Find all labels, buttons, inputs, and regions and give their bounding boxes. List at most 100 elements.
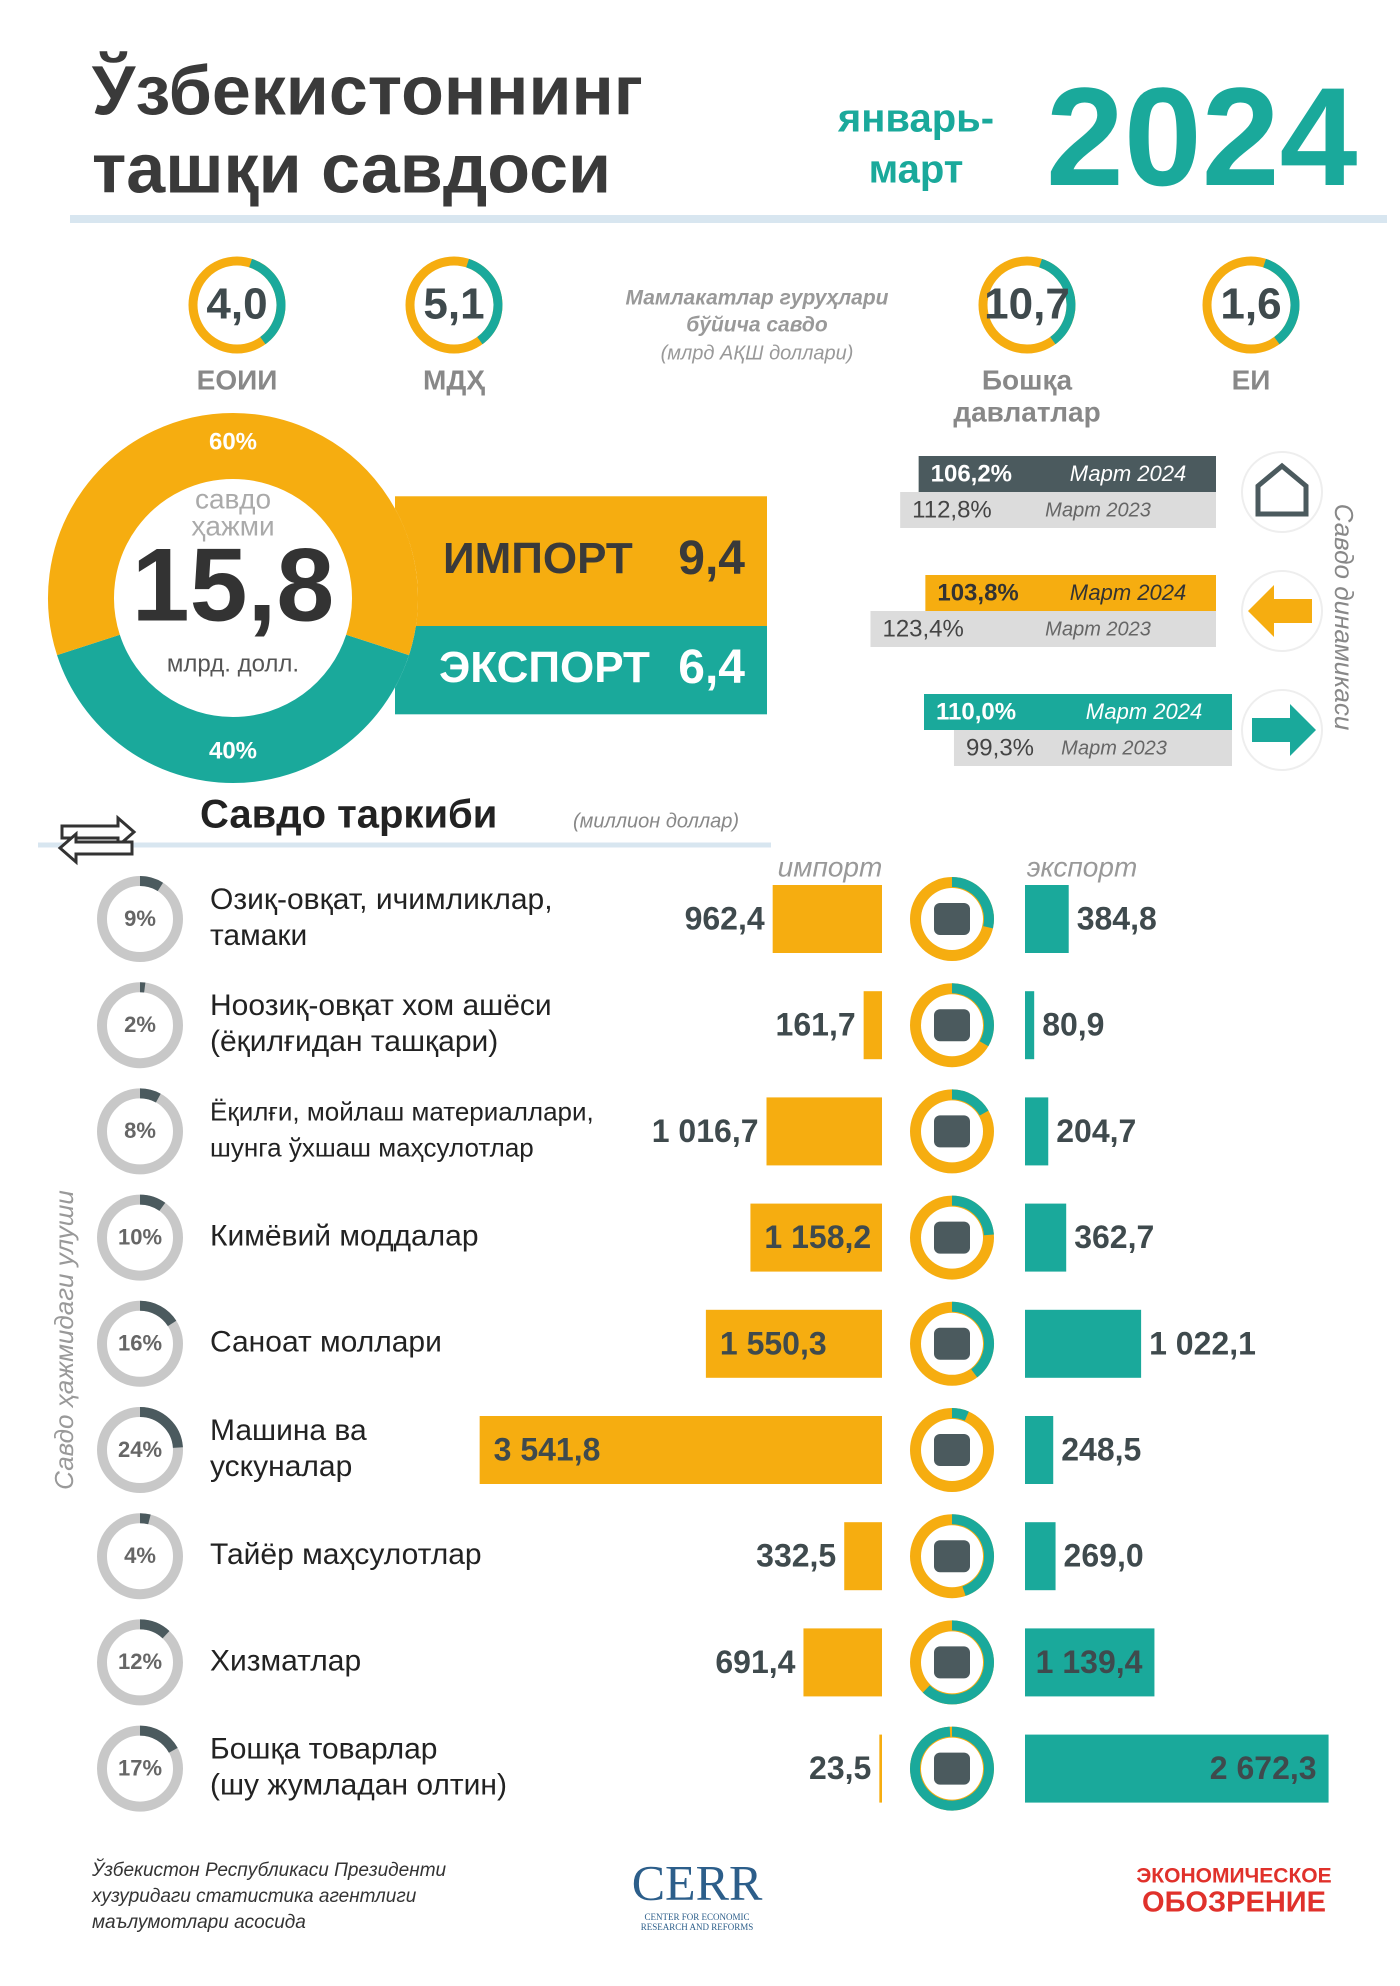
import-name: ИМПОРТ [443, 534, 633, 583]
icon-shape [934, 1222, 970, 1254]
export-bar [1025, 1310, 1141, 1378]
import-value: 3 541,8 [494, 1431, 601, 1467]
category-name: Машина ва [210, 1414, 367, 1447]
groups-title: Мамлакатлар гуруҳлари [625, 287, 888, 310]
icon-arc [952, 1413, 967, 1416]
brand: ОБОЗРЕНИЕ [1142, 1887, 1326, 1919]
share-arc [140, 881, 160, 887]
category-name: Ноозиқ-овқат хом ашёси [210, 989, 552, 1022]
export-bar [1025, 1522, 1056, 1590]
category-name: Хизматлар [210, 1644, 361, 1677]
group-name: давлатлар [953, 396, 1100, 427]
title: ташқи савдоси [92, 129, 611, 207]
category-name: ускуналар [210, 1450, 352, 1483]
export-name: ЭКСПОРТ [439, 643, 650, 692]
dyn-current-label: 103,8% [937, 579, 1018, 606]
share-arc [140, 1624, 166, 1634]
col-import: импорт [778, 851, 883, 882]
dyn-previous-label: 112,8% [912, 496, 992, 523]
icon-shape [934, 1434, 970, 1466]
share-label: 10% [118, 1224, 162, 1249]
share-label: 9% [124, 906, 156, 931]
export-value: 362,7 [1074, 1219, 1154, 1255]
export-value: 204,7 [1056, 1113, 1136, 1149]
icon-shape [934, 1009, 970, 1041]
import-value: 1 158,2 [764, 1219, 871, 1255]
share-label: 17% [118, 1755, 162, 1780]
share-label: 2% [124, 1012, 156, 1037]
import-value: 9,4 [678, 532, 745, 585]
comp-unit: (миллион доллар) [573, 810, 739, 832]
icon-shape [934, 1646, 970, 1678]
group-value: 5,1 [423, 280, 484, 329]
category-name: шунга ўхшаш маҳсулотлар [210, 1132, 534, 1162]
dyn-current-period: Март 2024 [1086, 699, 1202, 724]
groups-title: бўйича савдо [686, 314, 828, 337]
swap-icon [60, 818, 134, 862]
import-bar [864, 991, 882, 1059]
category-name: Кимёвий моддалар [210, 1220, 479, 1253]
dyn-previous-period: Март 2023 [1061, 737, 1167, 759]
category-name: Саноат моллари [210, 1326, 442, 1359]
share-label: 16% [118, 1331, 162, 1356]
group-value: 4,0 [206, 280, 267, 329]
dyn-previous-label: 99,3% [966, 734, 1034, 761]
dyn-title: Савдо динамикаси [1329, 504, 1359, 731]
import-value: 962,4 [685, 900, 765, 936]
export-share: 40% [209, 737, 257, 764]
cerr-logo: CERR [632, 1854, 763, 1910]
share-label: 24% [118, 1437, 162, 1462]
source: Ўзбекистон Республикаси Президенти [91, 1859, 447, 1881]
category-name: (ёқилғидан ташқари) [210, 1025, 498, 1058]
dyn-current-period: Март 2024 [1070, 580, 1186, 605]
group-name: МДҲ [423, 364, 485, 395]
import-value: 1 550,3 [720, 1325, 827, 1361]
share-arc [140, 1731, 173, 1751]
import-value: 23,5 [809, 1750, 871, 1786]
category-name: тамаки [210, 919, 307, 952]
source: хузуридаги статистика агентлиги [91, 1886, 417, 1907]
share-label: 8% [124, 1118, 156, 1143]
export-value: 384,8 [1077, 900, 1157, 936]
cerr-sub: CENTER FOR ECONOMIC [644, 1912, 749, 1922]
export-value: 1 139,4 [1036, 1644, 1143, 1680]
dyn-current-label: 110,0% [936, 698, 1016, 725]
icon-shape [934, 1540, 970, 1572]
period: март [869, 148, 964, 192]
share-label: 12% [118, 1649, 162, 1674]
export-bar [1025, 991, 1034, 1059]
export-value: 1 022,1 [1149, 1325, 1256, 1361]
export-value: 80,9 [1042, 1007, 1104, 1043]
export-bar [1025, 885, 1069, 953]
import-share: 60% [209, 428, 257, 455]
source: маълумотлари асосида [92, 1912, 306, 1933]
export-value: 269,0 [1064, 1538, 1144, 1574]
icon-shape [934, 1753, 970, 1785]
dyn-current-label: 106,2% [931, 460, 1012, 487]
category-name: (шу жумладан олтин) [210, 1769, 507, 1802]
total: 15,8 [132, 527, 334, 643]
category-name: Озиқ-овқат, ичимликлар, [210, 883, 553, 916]
import-bar [803, 1628, 882, 1696]
import-value: 161,7 [776, 1007, 856, 1043]
import-bar [773, 885, 882, 953]
col-export: экспорт [1027, 851, 1138, 882]
category-name: Бошқа товарлар [210, 1733, 438, 1766]
dyn-previous-label: 123,4% [882, 615, 963, 642]
share-arc [140, 1306, 172, 1324]
icon-shape [934, 1115, 970, 1147]
groups-unit: (млрд АҚШ доллари) [661, 342, 854, 364]
group-name: ЕОИИ [197, 364, 278, 395]
export-bar [1025, 1204, 1066, 1272]
export-bar [1025, 1416, 1053, 1484]
cerr-sub: RESEARCH AND REFORMS [641, 1922, 754, 1932]
group-name: Бошқа [982, 364, 1073, 395]
export-bar [1025, 1097, 1048, 1165]
export-value: 2 672,3 [1210, 1750, 1317, 1786]
category-name: Ёқилғи, мойлаш материаллари, [210, 1096, 594, 1126]
share-arc [140, 1200, 162, 1207]
group-value: 1,6 [1220, 280, 1281, 329]
brand: ЭКОНОМИЧЕСКОЕ [1136, 1865, 1331, 1888]
